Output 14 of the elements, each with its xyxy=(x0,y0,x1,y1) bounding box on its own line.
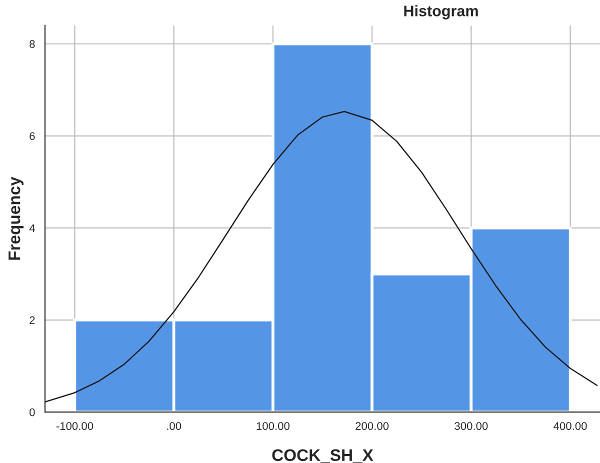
y-tick-label: 2 xyxy=(30,316,35,324)
y-tick-label: 4 xyxy=(29,224,35,232)
x-tick-label: 400.00 xyxy=(554,422,587,430)
chart-title: Histogram xyxy=(404,5,478,20)
x-tick-label: 200.00 xyxy=(356,422,389,430)
y-tick-label: 8 xyxy=(30,40,35,48)
y-axis-title: Frequency xyxy=(8,176,24,260)
x-tick-label: -100.00 xyxy=(56,422,94,430)
x-tick-label: 300.00 xyxy=(454,422,488,430)
y-tick-label: 0 xyxy=(30,408,35,416)
x-tick-label: 100.00 xyxy=(256,422,290,430)
x-axis-title: COCK_SH_X xyxy=(272,449,374,463)
y-tick-label: 6 xyxy=(30,132,35,140)
x-tick-label: .00 xyxy=(167,422,182,430)
